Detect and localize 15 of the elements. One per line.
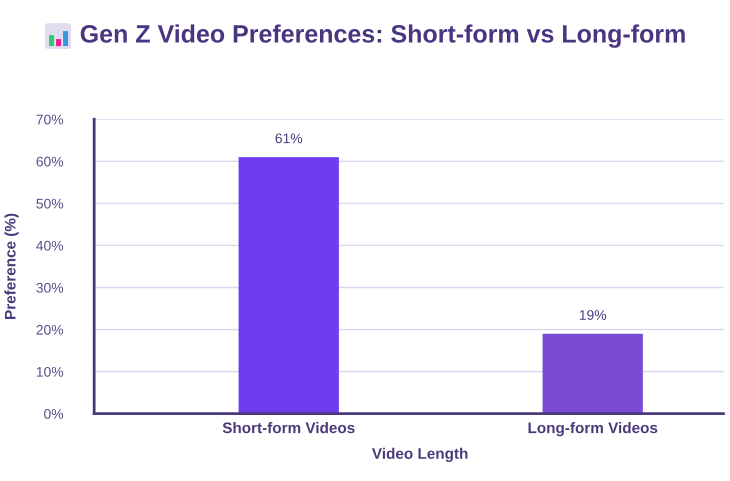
y-tick-label: 70% <box>36 114 64 124</box>
y-tick-label: 40% <box>36 240 64 251</box>
x-axis-title: Video Length <box>372 448 468 462</box>
data-label: 19% <box>580 310 606 320</box>
y-tick-label: 0% <box>44 408 64 419</box>
y-tick-label: 10% <box>36 366 64 377</box>
data-label: 61% <box>276 133 302 144</box>
y-tick-label: 50% <box>36 198 64 209</box>
x-tick-label: Long-form Videos <box>528 422 658 436</box>
chart-title: Gen Z Video Preferences: Short-form vs Long-form <box>80 24 685 48</box>
x-tick-label: Short-form Videos <box>222 422 355 434</box>
y-tick-label: 30% <box>36 282 64 293</box>
y-tick-label: 60% <box>36 156 64 167</box>
y-axis-title: Preference (%) <box>4 214 19 319</box>
y-tick-label: 20% <box>36 324 64 335</box>
